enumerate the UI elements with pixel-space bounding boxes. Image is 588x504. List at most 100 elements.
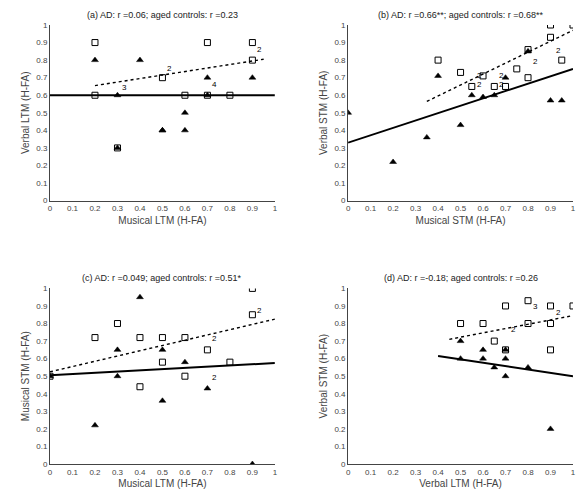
svg-text:2: 2 bbox=[511, 325, 516, 334]
svg-text:1: 1 bbox=[571, 468, 576, 477]
svg-text:0: 0 bbox=[48, 204, 53, 213]
svg-text:0.2: 0.2 bbox=[334, 161, 346, 170]
svg-text:0.6: 0.6 bbox=[179, 204, 191, 213]
svg-text:0.1: 0.1 bbox=[36, 442, 48, 451]
svg-text:Verbal LTM (H-FA): Verbal LTM (H-FA) bbox=[20, 71, 31, 154]
svg-text:0.1: 0.1 bbox=[36, 179, 48, 188]
svg-text:0.6: 0.6 bbox=[36, 91, 48, 100]
svg-text:2: 2 bbox=[556, 46, 561, 55]
svg-text:0.1: 0.1 bbox=[67, 204, 79, 213]
svg-text:0: 0 bbox=[341, 196, 346, 205]
svg-text:(a) AD: r =0.06; aged controls: (a) AD: r =0.06; aged controls: r =0.23 bbox=[87, 10, 238, 20]
svg-text:0.2: 0.2 bbox=[388, 204, 400, 213]
svg-text:(b) AD: r =0.66**; aged contro: (b) AD: r =0.66**; aged controls: r =0.6… bbox=[378, 10, 544, 20]
svg-text:Musical STM (H-FA): Musical STM (H-FA) bbox=[20, 331, 31, 421]
svg-text:0: 0 bbox=[43, 196, 48, 205]
svg-text:0: 0 bbox=[43, 460, 48, 469]
svg-text:0.8: 0.8 bbox=[522, 204, 534, 213]
svg-text:0.2: 0.2 bbox=[36, 161, 48, 170]
svg-text:2: 2 bbox=[556, 308, 561, 317]
svg-text:0.5: 0.5 bbox=[334, 109, 346, 118]
svg-text:0.7: 0.7 bbox=[500, 204, 512, 213]
svg-text:1: 1 bbox=[571, 204, 576, 213]
svg-text:0.6: 0.6 bbox=[179, 468, 191, 477]
svg-text:0.3: 0.3 bbox=[36, 144, 48, 153]
svg-text:0.9: 0.9 bbox=[545, 204, 557, 213]
svg-text:0.9: 0.9 bbox=[545, 468, 557, 477]
svg-text:0.5: 0.5 bbox=[157, 468, 169, 477]
svg-text:2: 2 bbox=[257, 45, 262, 54]
svg-text:2: 2 bbox=[499, 71, 504, 80]
svg-text:0.4: 0.4 bbox=[36, 126, 48, 135]
svg-text:0.4: 0.4 bbox=[134, 204, 146, 213]
svg-text:0.6: 0.6 bbox=[334, 91, 346, 100]
svg-text:0.8: 0.8 bbox=[36, 319, 48, 328]
svg-text:1: 1 bbox=[43, 21, 48, 30]
svg-text:0.3: 0.3 bbox=[334, 407, 346, 416]
svg-text:0.7: 0.7 bbox=[202, 204, 214, 213]
svg-text:0.8: 0.8 bbox=[522, 468, 534, 477]
svg-text:0.2: 0.2 bbox=[89, 468, 101, 477]
svg-text:0.7: 0.7 bbox=[500, 468, 512, 477]
svg-text:(d) AD: r =-0.18; aged control: (d) AD: r =-0.18; aged controls: r =0.26 bbox=[384, 273, 538, 283]
svg-text:1: 1 bbox=[341, 284, 346, 293]
svg-text:1: 1 bbox=[43, 284, 48, 293]
svg-text:0.7: 0.7 bbox=[334, 337, 346, 346]
svg-text:0.3: 0.3 bbox=[112, 468, 124, 477]
svg-text:4: 4 bbox=[212, 80, 217, 89]
svg-text:0.8: 0.8 bbox=[36, 56, 48, 65]
svg-text:0.6: 0.6 bbox=[477, 204, 489, 213]
svg-text:0.5: 0.5 bbox=[36, 372, 48, 381]
svg-text:Verbal LTM (H-FA): Verbal LTM (H-FA) bbox=[419, 478, 502, 489]
svg-text:0: 0 bbox=[341, 460, 346, 469]
svg-text:0.3: 0.3 bbox=[334, 144, 346, 153]
svg-text:0.3: 0.3 bbox=[410, 468, 422, 477]
svg-text:0.9: 0.9 bbox=[247, 204, 259, 213]
svg-text:2: 2 bbox=[212, 373, 217, 382]
svg-text:0: 0 bbox=[346, 468, 351, 477]
svg-text:0.8: 0.8 bbox=[224, 204, 236, 213]
svg-text:Musical LTM (H-FA): Musical LTM (H-FA) bbox=[118, 478, 206, 489]
svg-text:0: 0 bbox=[346, 204, 351, 213]
svg-text:0.8: 0.8 bbox=[224, 468, 236, 477]
svg-text:0.3: 0.3 bbox=[410, 204, 422, 213]
svg-text:1: 1 bbox=[273, 468, 278, 477]
svg-text:0.4: 0.4 bbox=[36, 390, 48, 399]
svg-text:0.5: 0.5 bbox=[36, 109, 48, 118]
svg-text:0.6: 0.6 bbox=[36, 354, 48, 363]
svg-text:2: 2 bbox=[477, 80, 482, 89]
svg-text:0.5: 0.5 bbox=[455, 204, 467, 213]
svg-text:0.4: 0.4 bbox=[433, 468, 445, 477]
svg-text:0.8: 0.8 bbox=[334, 319, 346, 328]
svg-text:0.7: 0.7 bbox=[202, 468, 214, 477]
svg-text:0.2: 0.2 bbox=[388, 468, 400, 477]
svg-text:0: 0 bbox=[48, 468, 53, 477]
svg-text:0.5: 0.5 bbox=[157, 204, 169, 213]
svg-text:0.9: 0.9 bbox=[247, 468, 259, 477]
svg-text:0.4: 0.4 bbox=[134, 468, 146, 477]
svg-text:2: 2 bbox=[257, 306, 262, 315]
svg-text:0.2: 0.2 bbox=[89, 204, 101, 213]
svg-text:0.9: 0.9 bbox=[334, 302, 346, 311]
svg-text:0.9: 0.9 bbox=[36, 38, 48, 47]
svg-text:2: 2 bbox=[499, 80, 504, 89]
svg-text:0.7: 0.7 bbox=[334, 73, 346, 82]
svg-text:0.4: 0.4 bbox=[334, 126, 346, 135]
svg-text:2: 2 bbox=[212, 334, 217, 343]
svg-text:3: 3 bbox=[533, 302, 538, 311]
svg-text:0.9: 0.9 bbox=[36, 302, 48, 311]
svg-text:0.1: 0.1 bbox=[365, 468, 377, 477]
svg-text:2: 2 bbox=[167, 64, 172, 73]
svg-text:0.9: 0.9 bbox=[334, 38, 346, 47]
svg-text:Musical LTM (H-FA): Musical LTM (H-FA) bbox=[118, 215, 206, 226]
svg-text:1: 1 bbox=[273, 204, 278, 213]
svg-text:0.5: 0.5 bbox=[334, 372, 346, 381]
svg-text:0.6: 0.6 bbox=[334, 354, 346, 363]
svg-text:0.2: 0.2 bbox=[36, 425, 48, 434]
svg-text:0.2: 0.2 bbox=[334, 425, 346, 434]
svg-text:0.4: 0.4 bbox=[334, 390, 346, 399]
svg-text:0.1: 0.1 bbox=[334, 179, 346, 188]
svg-text:0.4: 0.4 bbox=[433, 204, 445, 213]
svg-text:2: 2 bbox=[533, 57, 538, 66]
svg-text:0.1: 0.1 bbox=[334, 442, 346, 451]
